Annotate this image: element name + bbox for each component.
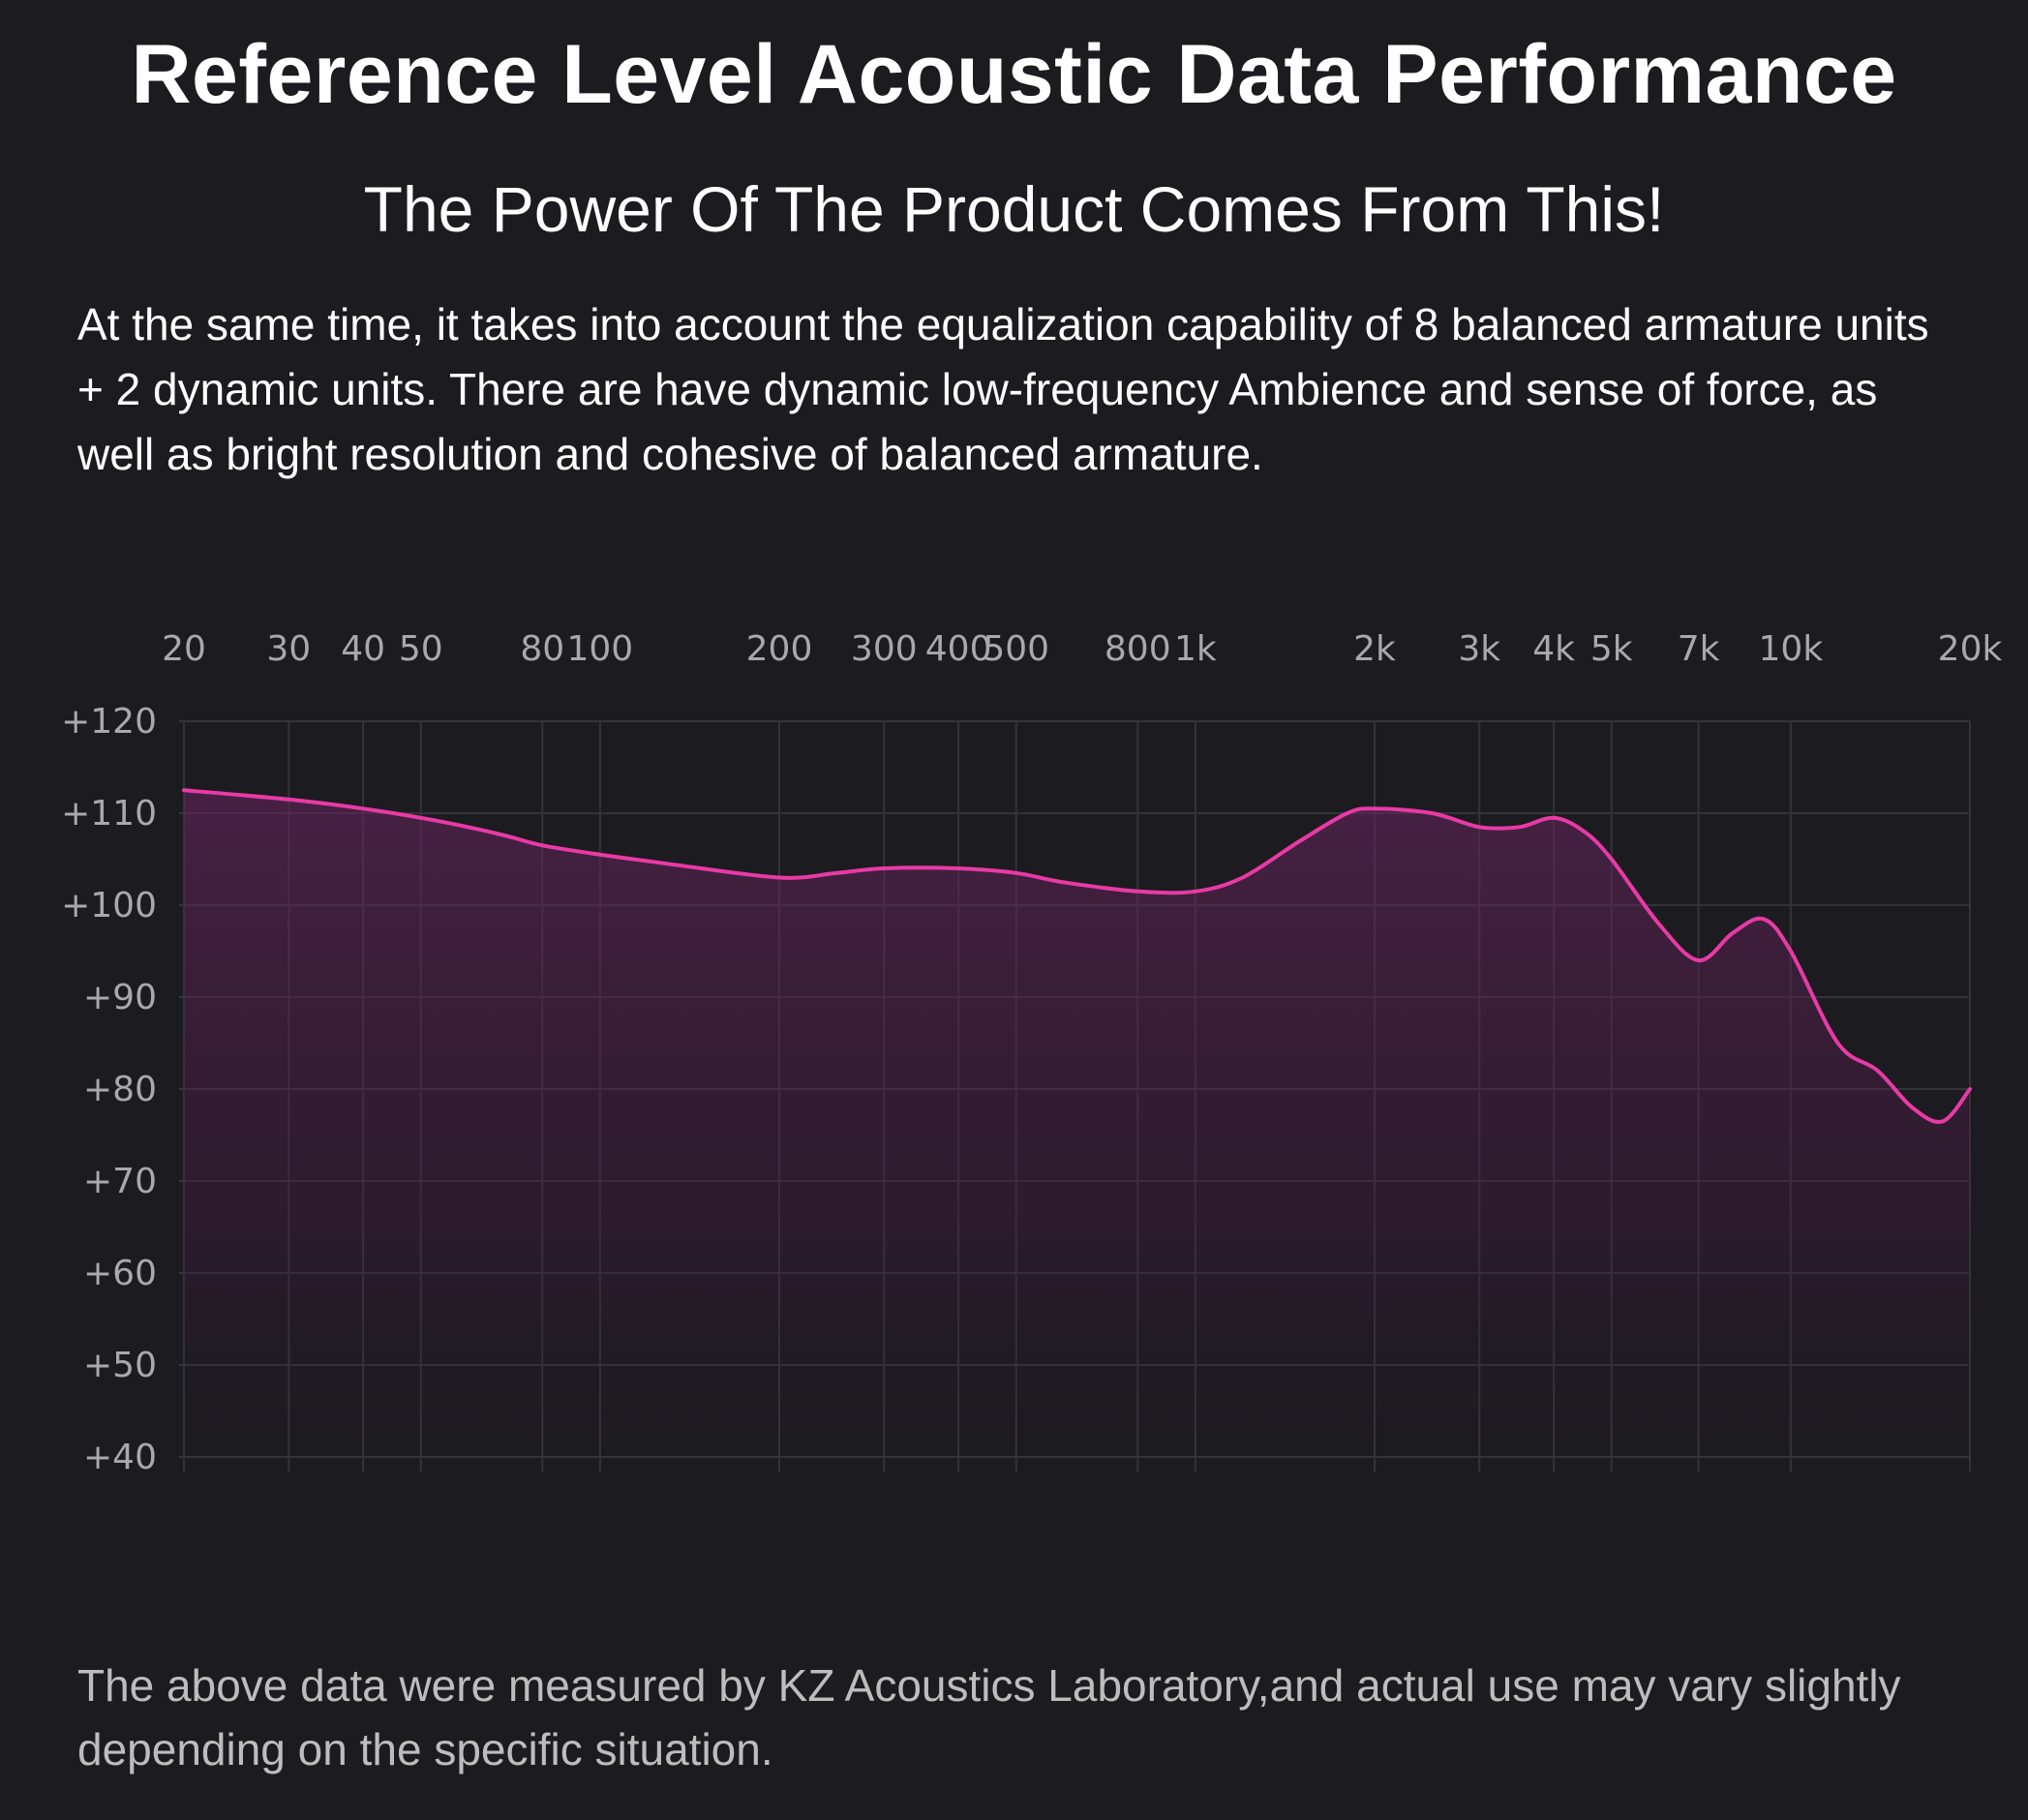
page-title: Reference Level Acoustic Data Performanc… [131, 28, 1897, 121]
x-tick-label: 300 [851, 629, 918, 669]
y-tick-label: +80 [83, 1070, 157, 1109]
y-tick-label: +40 [83, 1438, 157, 1477]
x-tick-label: 4k [1532, 629, 1575, 669]
page-subtitle: The Power Of The Product Comes From This… [363, 173, 1665, 245]
y-tick-label: +70 [83, 1162, 157, 1201]
x-tick-label: 400 [925, 629, 992, 669]
y-tick-label: +90 [83, 978, 157, 1017]
x-tick-label: 20k [1938, 629, 2003, 669]
x-tick-label: 50 [399, 629, 443, 669]
response-line [182, 788, 1972, 1124]
y-tick-label: +100 [61, 886, 157, 925]
x-tick-label: 100 [567, 629, 634, 669]
x-tick-label: 200 [746, 629, 813, 669]
x-tick-label: 30 [266, 629, 311, 669]
x-tick-label: 500 [983, 629, 1049, 669]
x-tick-label: 7k [1678, 629, 1720, 669]
x-tick-label: 1k [1174, 629, 1217, 669]
intro-paragraph: At the same time, it takes into account … [77, 299, 1929, 479]
footnote: The above data were measured by KZ Acous… [77, 1660, 1901, 1774]
x-tick-label: 5k [1590, 629, 1633, 669]
x-tick-label: 2k [1353, 629, 1396, 669]
x-tick-label: 800 [1105, 629, 1171, 669]
x-tick-label: 10k [1759, 629, 1824, 669]
y-tick-label: +120 [61, 702, 157, 742]
y-axis-ticks: +120 +110 +100 +90 +80 +70 +60 +50 +40 [61, 702, 157, 1477]
y-tick-label: +50 [83, 1346, 157, 1385]
x-tick-label: 20 [162, 629, 206, 669]
x-tick-label: 80 [520, 629, 564, 669]
x-tick-label: 3k [1458, 629, 1500, 669]
x-tick-label: 40 [341, 629, 385, 669]
response-area [184, 790, 1970, 1457]
y-tick-label: +110 [61, 794, 157, 834]
y-tick-label: +60 [83, 1254, 157, 1293]
